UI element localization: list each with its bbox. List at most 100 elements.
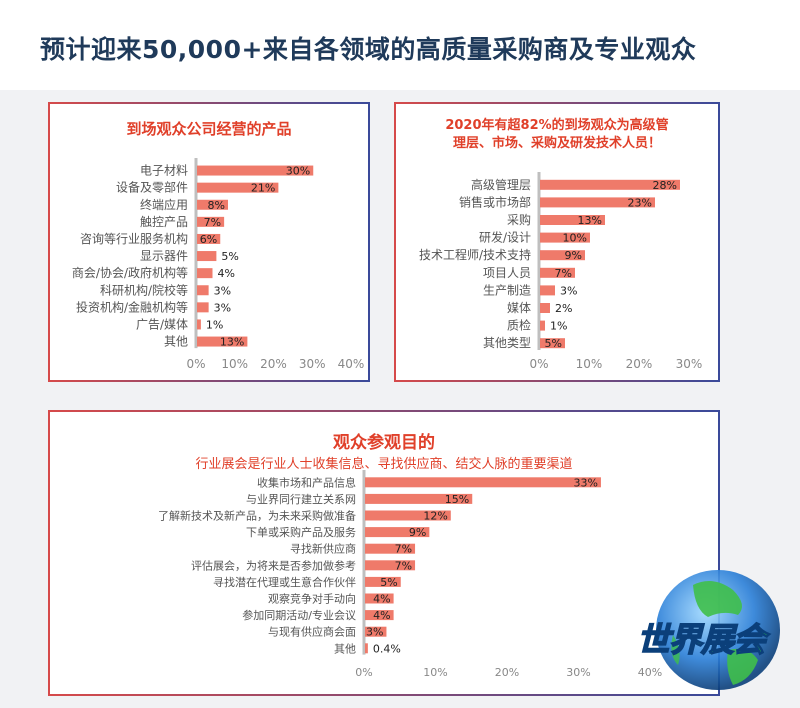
value-label: 21%	[251, 182, 275, 195]
bar	[365, 527, 430, 538]
x-tick-label: 0%	[529, 357, 548, 371]
value-label: 12%	[423, 510, 447, 523]
bar	[365, 643, 368, 654]
x-tick-label: 0%	[355, 666, 372, 679]
value-label: 1%	[550, 320, 567, 333]
category-label: 咨询等行业服务机构	[80, 231, 188, 246]
value-label: 9%	[565, 249, 582, 262]
globe-icon	[656, 570, 780, 690]
bar	[197, 336, 248, 347]
bar	[540, 179, 680, 190]
chart-panel-products: 到场观众公司经营的产品 电子材料 30% 设备及零部件 21% 终端应用 8% 触控产品 7%…	[48, 102, 370, 382]
bar	[540, 250, 585, 261]
chart-title-line-2: 理层、市场、采购及研发技术人员！	[452, 136, 661, 151]
chart-title: 到场观众公司经营的产品	[126, 120, 292, 138]
bar	[197, 268, 213, 279]
category-label: 触控产品	[140, 215, 188, 229]
bar	[365, 510, 451, 521]
category-label: 科研机构/院校等	[100, 282, 188, 297]
category-label: 下单或采购产品及服务	[246, 525, 356, 539]
category-label: 投资机构/金融机构等	[76, 299, 188, 314]
bar	[540, 285, 555, 296]
category-label: 其他类型	[483, 336, 531, 350]
category-label: 设备及零部件	[116, 180, 188, 195]
x-tick-label: 40%	[638, 666, 662, 679]
bar	[365, 477, 601, 488]
chart-title: 观众参观目的	[333, 433, 435, 453]
bar	[540, 215, 605, 225]
category-label: 与现有供应商会面	[268, 625, 356, 639]
value-label: 1%	[206, 318, 223, 331]
value-label: 7%	[555, 267, 572, 280]
value-label: 30%	[286, 165, 310, 178]
chart-panel-roles: 2020年有超82%的到场观众为高级管 理层、市场、采购及研发技术人员！ 高级管…	[394, 102, 720, 382]
bar	[540, 232, 590, 243]
bar	[197, 199, 228, 210]
bar	[197, 233, 221, 244]
value-label: 4%	[373, 609, 390, 622]
category-label: 显示器件	[140, 249, 188, 263]
category-label: 采购	[507, 212, 531, 227]
value-label: 15%	[445, 493, 469, 506]
value-label: 7%	[204, 216, 221, 229]
value-label: 23%	[628, 196, 652, 209]
page-header: 预计迎来50,000+来自各领域的高质量采购商及专业观众	[0, 0, 800, 90]
bar	[365, 576, 401, 587]
value-label: 2%	[555, 302, 572, 315]
category-label: 销售或市场部	[459, 194, 531, 209]
x-tick-label: 10%	[221, 357, 248, 371]
chart-subtitle: 行业展会是行业人士收集信息、寻找供应商、结交人脉的重要渠道	[195, 457, 573, 472]
category-label: 了解新技术及新产品，为未来采购做准备	[158, 509, 356, 523]
bar	[197, 251, 217, 262]
x-tick-label: 0%	[186, 357, 205, 371]
value-label: 9%	[409, 526, 426, 539]
value-label: 28%	[653, 179, 677, 192]
x-tick-label: 10%	[423, 666, 447, 679]
bar	[197, 302, 209, 313]
value-label: 33%	[573, 476, 597, 489]
category-label: 其他	[164, 335, 188, 349]
value-label: 6%	[200, 233, 217, 246]
value-label: 4%	[373, 593, 390, 606]
category-label: 质检	[507, 318, 531, 333]
value-label: 5%	[380, 576, 397, 589]
category-label: 观察竞争对手动向	[268, 592, 356, 606]
value-label: 3%	[214, 284, 231, 297]
value-label: 3%	[366, 626, 383, 639]
category-label: 媒体	[507, 301, 531, 315]
bar	[365, 593, 394, 604]
value-label: 7%	[395, 543, 412, 556]
category-label: 项目人员	[483, 266, 531, 280]
category-label: 终端应用	[140, 197, 188, 212]
value-label: 3%	[560, 284, 577, 297]
category-label: 寻找潜在代理或生意合作伙伴	[213, 575, 356, 589]
category-label: 寻找新供应商	[290, 542, 356, 556]
value-label: 13%	[220, 336, 244, 349]
x-tick-label: 40%	[338, 357, 365, 371]
bar-chart-roles: 高级管理层 28% 销售或市场部 23% 采购 13% 研发/设计 10% 技术工程师/技术支持…	[419, 172, 702, 371]
category-label: 评估展会，为将来是否参加做参考	[191, 558, 356, 572]
category-label: 技术工程师/技术支持	[419, 247, 531, 262]
value-label: 5%	[545, 337, 562, 350]
value-label: 0.4%	[373, 642, 401, 655]
bar	[540, 303, 550, 313]
category-label: 其他	[334, 642, 356, 655]
bar	[197, 319, 201, 330]
category-label: 广告/媒体	[136, 317, 188, 331]
bar	[197, 216, 225, 227]
bar	[540, 320, 545, 331]
bar	[197, 285, 209, 296]
chart-title-line-1: 2020年有超82%的到场观众为高级管	[445, 118, 669, 133]
category-label: 高级管理层	[471, 177, 531, 192]
page-title: 预计迎来50,000+来自各领域的高质量采购商及专业观众	[40, 35, 697, 64]
x-tick-label: 30%	[566, 666, 590, 679]
x-tick-label: 20%	[495, 666, 519, 679]
bar	[365, 543, 416, 554]
bar	[540, 267, 575, 278]
chart-panel-purpose: 观众参观目的 行业展会是行业人士收集信息、寻找供应商、结交人脉的重要渠道 收集市…	[48, 410, 720, 696]
value-label: 5%	[221, 250, 238, 263]
category-label: 收集市场和产品信息	[257, 475, 356, 489]
category-label: 参加同期活动/专业会议	[242, 608, 356, 622]
bar	[540, 338, 565, 349]
category-label: 与业界同行建立关系网	[246, 492, 356, 506]
